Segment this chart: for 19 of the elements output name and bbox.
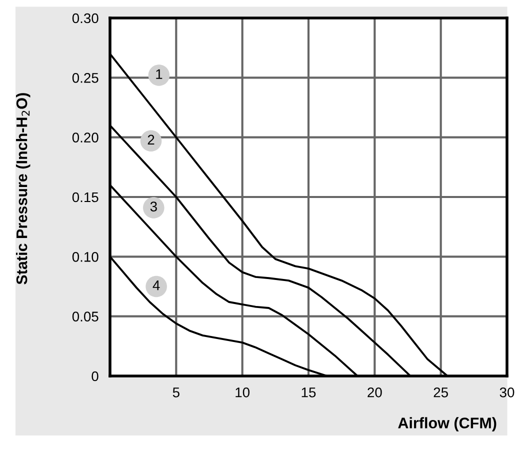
y-tick-label: 0.20 — [72, 132, 98, 143]
x-tick-label: 5 — [172, 388, 180, 398]
x-tick-label: 30 — [500, 387, 514, 398]
annotation: 2 — [148, 134, 154, 145]
y-axis-title: Static Pressure (Inch-H$_{2}$O) — [16, 93, 30, 284]
x-tick-label: 25 — [434, 387, 448, 398]
y-tick-label: 0.05 — [72, 312, 98, 322]
y-tick-label: 0.15 — [72, 192, 98, 202]
x-axis-title: Airflow (CFM) — [398, 417, 496, 432]
annotation: 4 — [152, 280, 160, 290]
x-tick-label: 20 — [368, 387, 382, 398]
y-tick-label: 0 — [92, 371, 98, 382]
annotation: 3 — [150, 202, 157, 212]
y-tick-label: 0.10 — [72, 252, 98, 262]
y-tick-label: 0.25 — [72, 73, 98, 83]
annotation: 1 — [156, 69, 162, 79]
x-tick-label: 15 — [302, 388, 316, 398]
y-tick-label: 0.30 — [72, 13, 98, 24]
x-tick-label: 10 — [236, 387, 250, 398]
